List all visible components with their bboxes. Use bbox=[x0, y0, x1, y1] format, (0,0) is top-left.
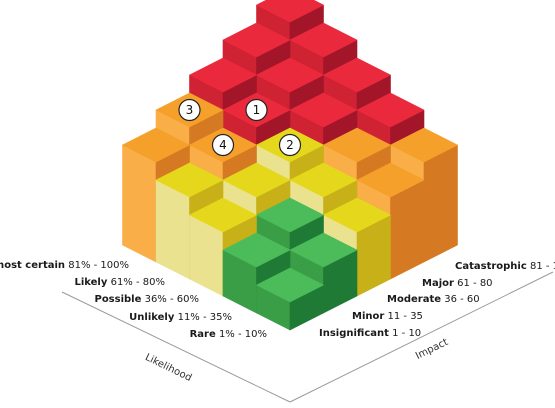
cube-top-face bbox=[155, 162, 224, 198]
cube-top-face bbox=[122, 127, 190, 163]
cube-top-face bbox=[256, 57, 324, 93]
impact-label-insignificant: Insignificant 1 - 10 bbox=[319, 328, 422, 339]
likelihood-label-rare: Rare 1% - 10% bbox=[189, 329, 267, 340]
cube-right-face bbox=[423, 144, 458, 263]
cube-top-face bbox=[222, 162, 291, 198]
risk-cubes bbox=[122, 0, 458, 331]
cube-top-face bbox=[289, 22, 358, 58]
cube-left-face bbox=[155, 179, 190, 280]
risk-marker-label: 4 bbox=[219, 138, 227, 152]
impact-axis-line bbox=[289, 271, 554, 403]
cube-top-face bbox=[323, 127, 391, 163]
cube-top-face bbox=[256, 267, 324, 303]
likelihood-label-possible: Possible 36% - 60% bbox=[94, 294, 199, 305]
risk-markers: 1 2 3 4 bbox=[178, 98, 302, 157]
cube-top-face bbox=[289, 232, 358, 268]
risk-marker-circle bbox=[278, 133, 302, 157]
likelihood-label-unlikely: Unlikely 11% - 35% bbox=[129, 312, 232, 323]
cube-top-face bbox=[323, 57, 391, 93]
risk-marker-label: 3 bbox=[186, 103, 194, 117]
cube-green bbox=[256, 267, 324, 331]
cube-top-face bbox=[256, 197, 324, 233]
impact-label-major: Major 61 - 80 bbox=[422, 278, 493, 289]
risk-marker-circle bbox=[245, 98, 268, 122]
risk-marker-label: 2 bbox=[286, 138, 294, 152]
cube-green bbox=[222, 232, 291, 314]
cube-top-face bbox=[222, 22, 291, 58]
risk-marker: 2 bbox=[278, 133, 302, 157]
cube-left-face bbox=[122, 144, 157, 263]
risk-marker-circle bbox=[211, 133, 235, 157]
impact-label-catastrophic: Catastrophic 81 - 100 bbox=[455, 261, 555, 272]
cube-right-face bbox=[390, 179, 425, 280]
cube-top-face bbox=[189, 197, 257, 233]
risk-marker: 4 bbox=[211, 133, 235, 157]
cube-top-face bbox=[356, 162, 425, 198]
likelihood-label-likely: Likely 61% - 80% bbox=[74, 277, 165, 288]
risk-marker: 1 bbox=[245, 98, 268, 122]
cube-green bbox=[289, 232, 358, 314]
cube-top-face bbox=[222, 232, 291, 268]
impact-label-minor: Minor 11 - 35 bbox=[352, 311, 423, 322]
likelihood-axis-line bbox=[61, 291, 291, 403]
cube-top-face bbox=[390, 127, 458, 163]
cube-top-face bbox=[289, 92, 358, 128]
risk-marker: 3 bbox=[178, 98, 201, 122]
impact-label-moderate: Moderate 36 - 60 bbox=[387, 294, 480, 305]
cube-top-face bbox=[256, 0, 324, 23]
cube-top-face bbox=[356, 92, 425, 128]
cube-top-face bbox=[189, 57, 257, 93]
risk-marker-circle bbox=[178, 98, 201, 122]
likelihood-label-almost-certain: Almost certain 81% - 100% bbox=[0, 260, 129, 271]
risk-marker-label: 1 bbox=[253, 103, 261, 117]
cube-top-face bbox=[289, 162, 358, 198]
cube-top-face bbox=[323, 197, 391, 233]
